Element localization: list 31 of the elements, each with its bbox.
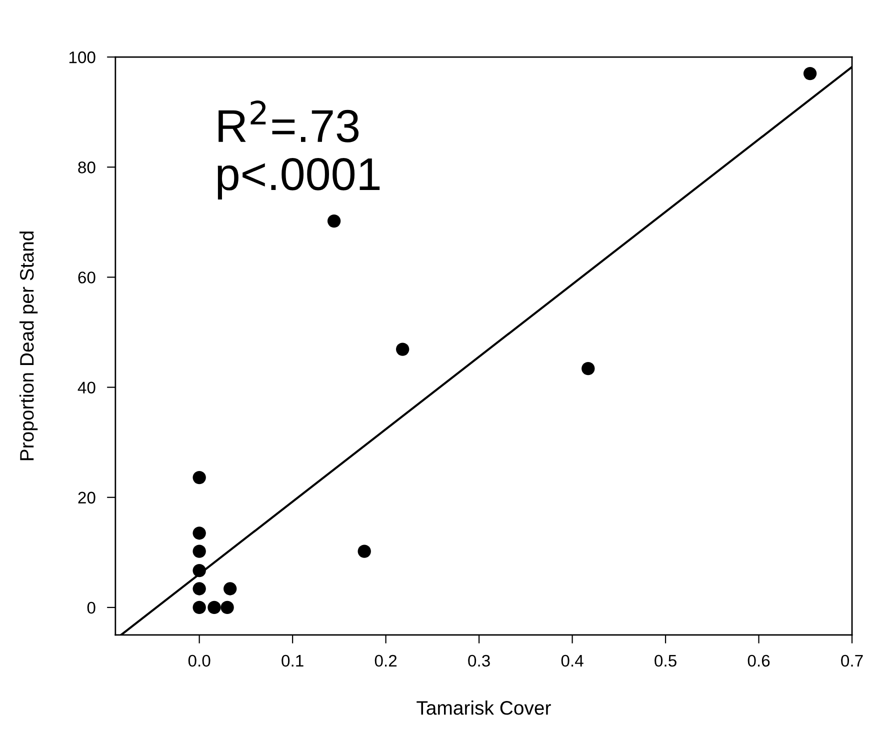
y-axis-title: Proportion Dead per Stand	[19, 232, 38, 460]
x-tick-label: 0.3	[468, 654, 490, 667]
annotation: R$^{2}$=.73 p<.0001	[218, 100, 380, 200]
point	[224, 582, 237, 596]
x-tick-label: 0.5	[654, 654, 676, 667]
point	[192, 544, 206, 558]
point	[396, 342, 410, 356]
x-tick-label: 0.2	[374, 654, 397, 667]
x-tick-label: 0.4	[561, 654, 584, 667]
point	[220, 600, 234, 614]
x-tick-label: 0.7	[841, 654, 863, 667]
point	[192, 564, 206, 578]
point	[582, 362, 595, 376]
point	[803, 66, 817, 80]
point	[192, 582, 206, 596]
y-tick-label: 40	[78, 382, 96, 394]
point	[192, 526, 206, 540]
y-tick-label: 80	[78, 162, 96, 174]
y-tick-label: 20	[78, 492, 96, 504]
y-tick-label: 100	[69, 51, 96, 64]
x-tick-label: 0.0	[188, 654, 210, 667]
point	[192, 470, 206, 484]
x-axis-title: Tamarisk Cover	[416, 700, 551, 715]
y-tick-label: 60	[78, 272, 96, 284]
point	[192, 600, 206, 614]
point	[358, 544, 371, 558]
point	[208, 600, 221, 614]
point	[327, 214, 341, 228]
x-tick-label: 0.6	[748, 654, 770, 667]
x-tick-label: 0.1	[282, 654, 304, 667]
y-tick-label: 0	[87, 602, 96, 614]
